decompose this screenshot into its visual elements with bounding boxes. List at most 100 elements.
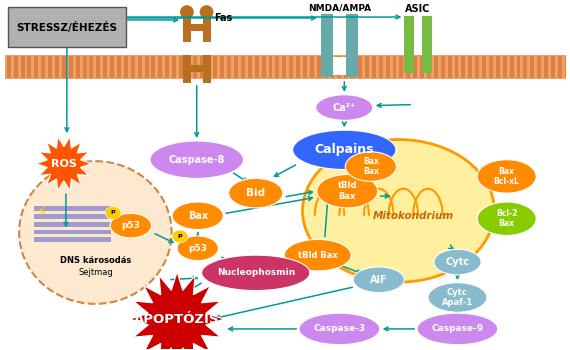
Text: Calpains: Calpains (315, 144, 374, 156)
Bar (337, 56, 341, 78)
Ellipse shape (417, 313, 498, 345)
Bar (282, 56, 286, 78)
Text: Caspase-8: Caspase-8 (169, 155, 225, 165)
Bar (317, 56, 321, 78)
Bar (414, 20, 422, 49)
Bar (482, 56, 486, 78)
Bar (358, 56, 362, 78)
Bar (268, 56, 272, 78)
Text: P: P (111, 210, 115, 215)
Circle shape (200, 5, 213, 19)
Bar (503, 56, 507, 78)
Text: AIF: AIF (370, 275, 388, 285)
Ellipse shape (292, 130, 396, 169)
Text: tBld Bax: tBld Bax (298, 251, 337, 260)
Bar (14, 56, 18, 78)
Text: Cytc
Apaf-1: Cytc Apaf-1 (442, 288, 473, 307)
Text: Bax
Bcl-xL: Bax Bcl-xL (494, 167, 520, 186)
Bar (21, 56, 25, 78)
Text: ASIC: ASIC (405, 4, 431, 14)
Bar (393, 56, 397, 78)
Bar (275, 56, 279, 78)
Bar (234, 56, 238, 78)
Text: Bid: Bid (246, 188, 265, 198)
Bar (138, 56, 141, 78)
Bar (447, 56, 451, 78)
Text: tBld
Bax: tBld Bax (337, 182, 357, 201)
Bar (213, 56, 217, 78)
Bar (510, 56, 514, 78)
Bar (544, 56, 548, 78)
Bar (179, 56, 183, 78)
Bar (558, 56, 562, 78)
Text: STRESSZ/ÉHEZÉS: STRESSZ/ÉHEZÉS (17, 22, 117, 33)
Bar (523, 56, 527, 78)
Bar (516, 56, 520, 78)
Bar (321, 14, 332, 55)
Ellipse shape (299, 313, 380, 345)
Bar (551, 56, 555, 78)
Bar (34, 206, 111, 211)
Bar (200, 56, 203, 78)
Text: ROS: ROS (51, 159, 77, 169)
Bar (206, 56, 210, 78)
Bar (34, 230, 111, 235)
Bar (103, 56, 107, 78)
Bar (420, 56, 424, 78)
Bar (303, 56, 307, 78)
Bar (145, 56, 149, 78)
Bar (27, 56, 31, 78)
Bar (241, 56, 245, 78)
Bar (131, 56, 135, 78)
Bar (183, 12, 191, 42)
Bar (83, 56, 87, 78)
Bar (248, 56, 252, 78)
Ellipse shape (177, 236, 218, 260)
Bar (441, 56, 445, 78)
Bar (34, 222, 111, 226)
Bar (183, 55, 191, 83)
Ellipse shape (303, 140, 494, 282)
Bar (344, 56, 348, 78)
Bar (386, 56, 389, 78)
Ellipse shape (353, 267, 404, 293)
Text: Bax: Bax (188, 211, 208, 221)
Bar (202, 55, 210, 83)
FancyBboxPatch shape (8, 7, 126, 47)
Circle shape (180, 5, 194, 19)
Text: Caspase-9: Caspase-9 (431, 324, 483, 334)
Ellipse shape (317, 174, 378, 208)
Bar (347, 55, 358, 77)
Bar (372, 56, 376, 78)
Text: Bax
Bax: Bax Bax (363, 157, 379, 176)
Bar (351, 56, 355, 78)
Bar (76, 56, 80, 78)
Ellipse shape (202, 255, 310, 290)
Bar (48, 56, 52, 78)
Text: Fas: Fas (214, 13, 233, 23)
Bar (461, 56, 465, 78)
Bar (183, 24, 210, 31)
Bar (434, 56, 438, 78)
Bar (296, 56, 300, 78)
Bar (404, 55, 414, 73)
Bar (193, 56, 197, 78)
Bar (69, 56, 73, 78)
Bar (7, 56, 11, 78)
Ellipse shape (150, 141, 243, 178)
Ellipse shape (284, 239, 351, 271)
Ellipse shape (345, 152, 397, 181)
Bar (324, 56, 328, 78)
Bar (400, 56, 404, 78)
Bar (427, 56, 431, 78)
Text: Nucleophosmin: Nucleophosmin (217, 268, 295, 277)
Bar (489, 56, 493, 78)
Bar (469, 56, 472, 78)
Bar (158, 56, 162, 78)
Bar (422, 16, 432, 55)
Ellipse shape (316, 95, 373, 120)
Bar (5, 55, 565, 79)
Text: NMDA/AMPA: NMDA/AMPA (308, 3, 371, 12)
Bar (537, 56, 541, 78)
Text: APOPTÓZIS: APOPTÓZIS (135, 313, 220, 326)
